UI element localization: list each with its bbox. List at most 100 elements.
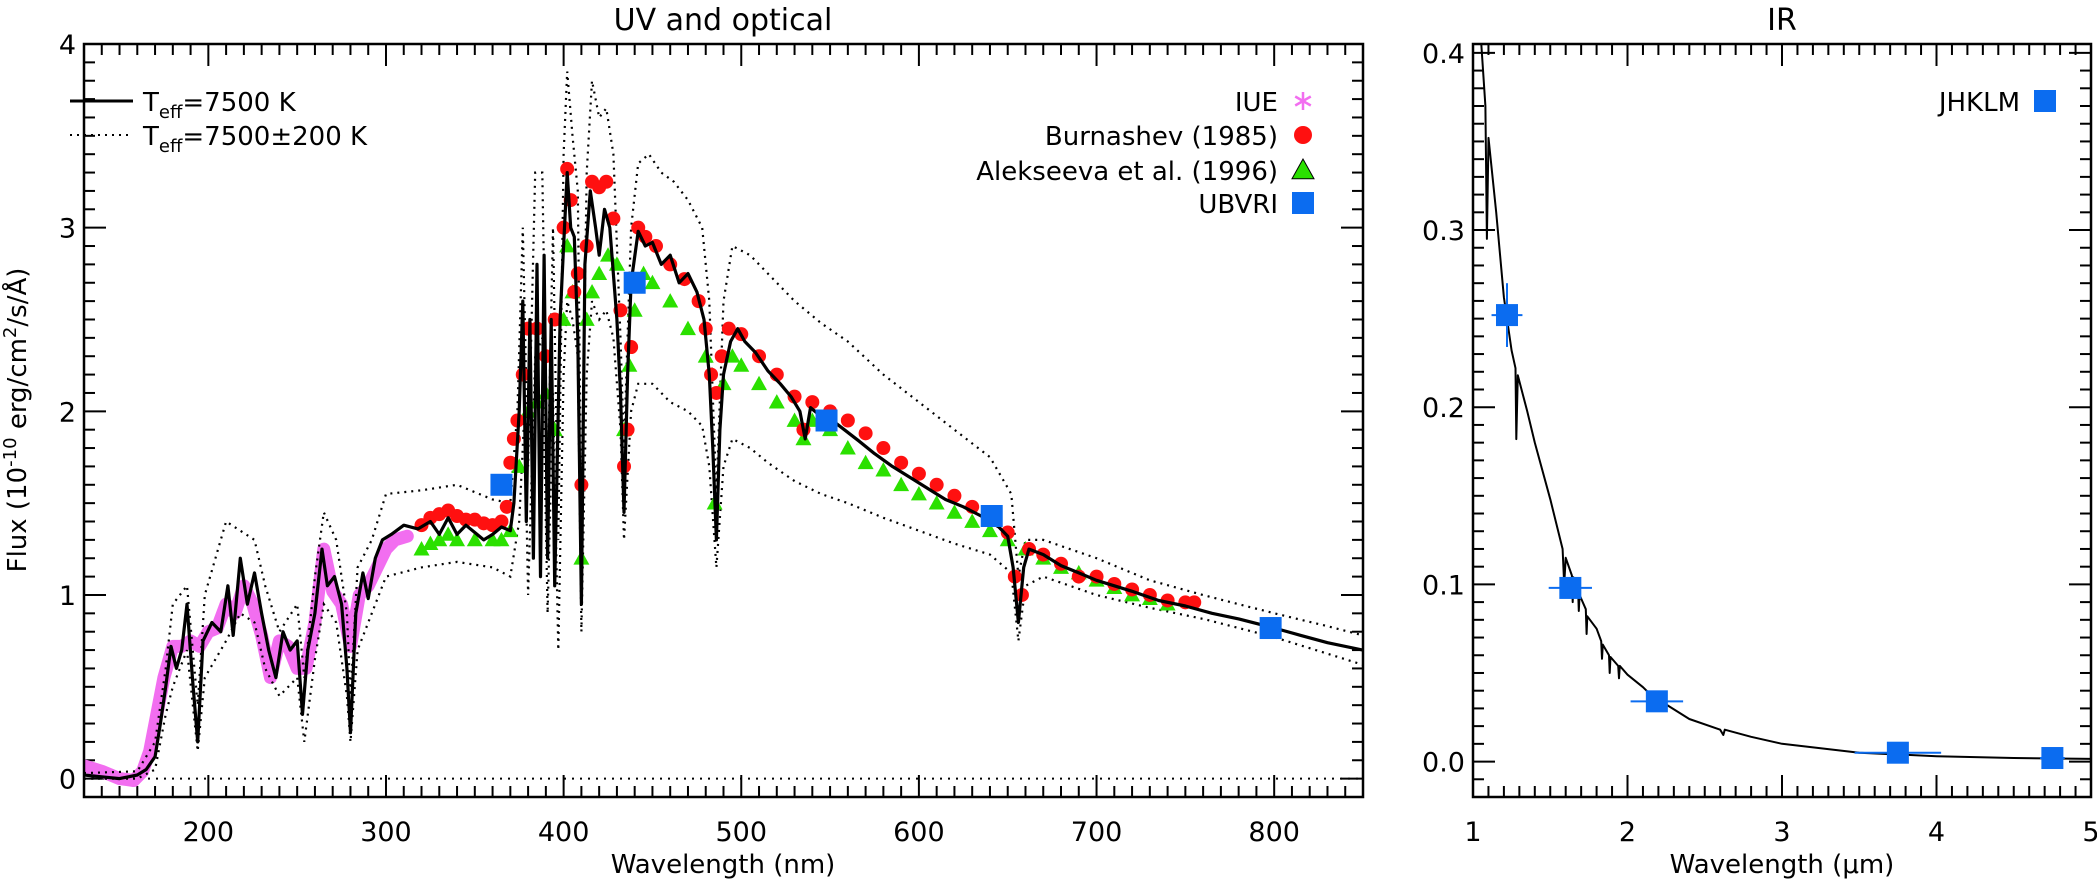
ubvri-point [815,409,838,432]
x-tick-label: 500 [715,817,767,848]
series-model [1480,44,2091,760]
alekseeva-et-al-1996-point [440,526,457,541]
alekseeva-et-al-1996-point [413,541,430,556]
model-dotted-line [84,300,1363,780]
alekseeva-et-al-1996-point [893,476,910,492]
series-teff-7300-k-model [84,300,1363,780]
alekseeva-et-al-1996-point [839,440,856,455]
uv-optical-plot: 200 300 400 500 600 700 800 0 1 2 3 4 [59,30,1364,848]
y-tick-label: 0.3 [1422,216,1465,247]
jhklm-point [1495,304,1518,327]
x-tick-label: 800 [1248,817,1300,848]
ylabel-square: 2 [0,327,21,338]
burnashev-1985-point [494,514,509,529]
model-dotted-line [84,71,1363,775]
alekseeva-et-al-1996-point [493,531,510,547]
legend-rest: =7500 K [182,88,296,118]
x-tick-label: 5 [2082,817,2097,848]
legend-label: Alekseeva et al. (1996) [976,157,1278,187]
legend-asterisk-icon [1294,92,1312,110]
jhklm-point [1559,576,1582,599]
ubvri-point [490,473,513,496]
ylabel-end: /s/Å) [1,268,33,327]
axis-ticks [1472,44,2092,798]
legend-square-icon [1292,192,1314,214]
legend-t: T [142,122,159,152]
y-tick-label: 3 [59,214,76,245]
burnashev-1985-point [876,441,891,456]
legend-sub: eff [159,136,183,157]
alekseeva-et-al-1996-point [910,485,927,501]
burnashev-1985-point [805,395,820,410]
x-tick-label: 1 [1464,817,1481,848]
x-tick-label: 400 [538,817,590,848]
plot-area [84,71,1363,787]
x-tick-label: 700 [1071,817,1123,848]
series-teff-7500-k-model [84,171,1363,781]
alekseeva-et-al-1996-point [578,311,595,326]
x-tick-label: 200 [183,817,235,848]
burnashev-1985-point [606,211,621,226]
legend-label: JHKLM [1937,88,2020,118]
legend-markers: IUE Burnashev (1985) Alekseeva et al. (199… [976,88,1315,220]
burnashev-1985-point [570,266,585,281]
ubvri-point [623,271,646,294]
burnashev-1985-point [947,488,962,503]
alekseeva-et-al-1996-point [679,320,696,336]
legend-triangle-icon [1291,157,1315,180]
ir-xlabel: Wavelength (μm) [1670,850,1895,880]
x-tick-label: 600 [893,817,945,848]
alekseeva-et-al-1996-point [697,348,714,363]
legend-label: Burnashev (1985) [1045,122,1278,152]
y-tick-label: 0.4 [1422,39,1465,70]
x-tick-label: 3 [1773,817,1790,848]
burnashev-1985-point [858,426,873,441]
alekseeva-et-al-1996-point [786,412,803,427]
burnashev-1985-point [894,455,909,470]
alekseeva-et-al-1996-point [662,293,679,308]
alekseeva-et-al-1996-point [591,265,608,280]
x-tick-label: 300 [360,817,412,848]
ir-frame [1471,42,2093,799]
series-ubvri [490,271,1282,640]
uv-optical-frame [82,42,1365,799]
alekseeva-et-al-1996-point [431,531,448,547]
burnashev-1985-point [599,174,614,189]
ylabel-main: Flux (10 [3,467,33,573]
legend-circle-icon [1294,126,1312,144]
burnashev-1985-point [709,385,724,400]
axis-ticks [83,43,1364,798]
legend-label: UBVRI [1198,190,1278,220]
ubvri-point [980,505,1003,528]
legend-lines: Teff =7500 K Teff=7500±200 K [70,88,368,157]
iue-spectrum [84,529,414,787]
burnashev-1985-point [499,499,514,514]
jhklm-point [2041,747,2064,770]
y-tick-label: 4 [59,30,76,61]
alekseeva-et-al-1996-point [751,375,768,391]
burnashev-1985-point [567,284,582,299]
burnashev-1985-point [840,413,855,428]
legend-label-dotted: Teff=7500±200 K [142,122,368,157]
legend-label: IUE [1235,88,1278,118]
alekseeva-et-al-1996-point [928,495,945,510]
alekseeva-et-al-1996-point [466,531,483,547]
y-tick-label: 2 [59,397,76,428]
legend-square-icon [2034,90,2056,112]
uv-optical-ylabel: Flux (10-10 erg/cm2/s/Å) [0,268,33,573]
alekseeva-et-al-1996-point [422,535,439,550]
burnashev-1985-point [560,161,575,176]
burnashev-1985-point [624,340,639,355]
burnashev-1985-point [787,389,802,404]
model-line [1480,44,2091,760]
alekseeva-et-al-1996-point [981,522,998,538]
burnashev-1985-point [929,477,944,492]
legend-rest: =7500±200 K [182,122,368,152]
uv-optical-title: UV and optical [614,3,833,38]
series-iue [84,529,414,787]
jhklm-point [1886,741,1909,764]
uv-optical-xlabel: Wavelength (nm) [611,850,836,880]
plot-area [1480,44,2091,770]
alekseeva-et-al-1996-point [644,274,661,290]
